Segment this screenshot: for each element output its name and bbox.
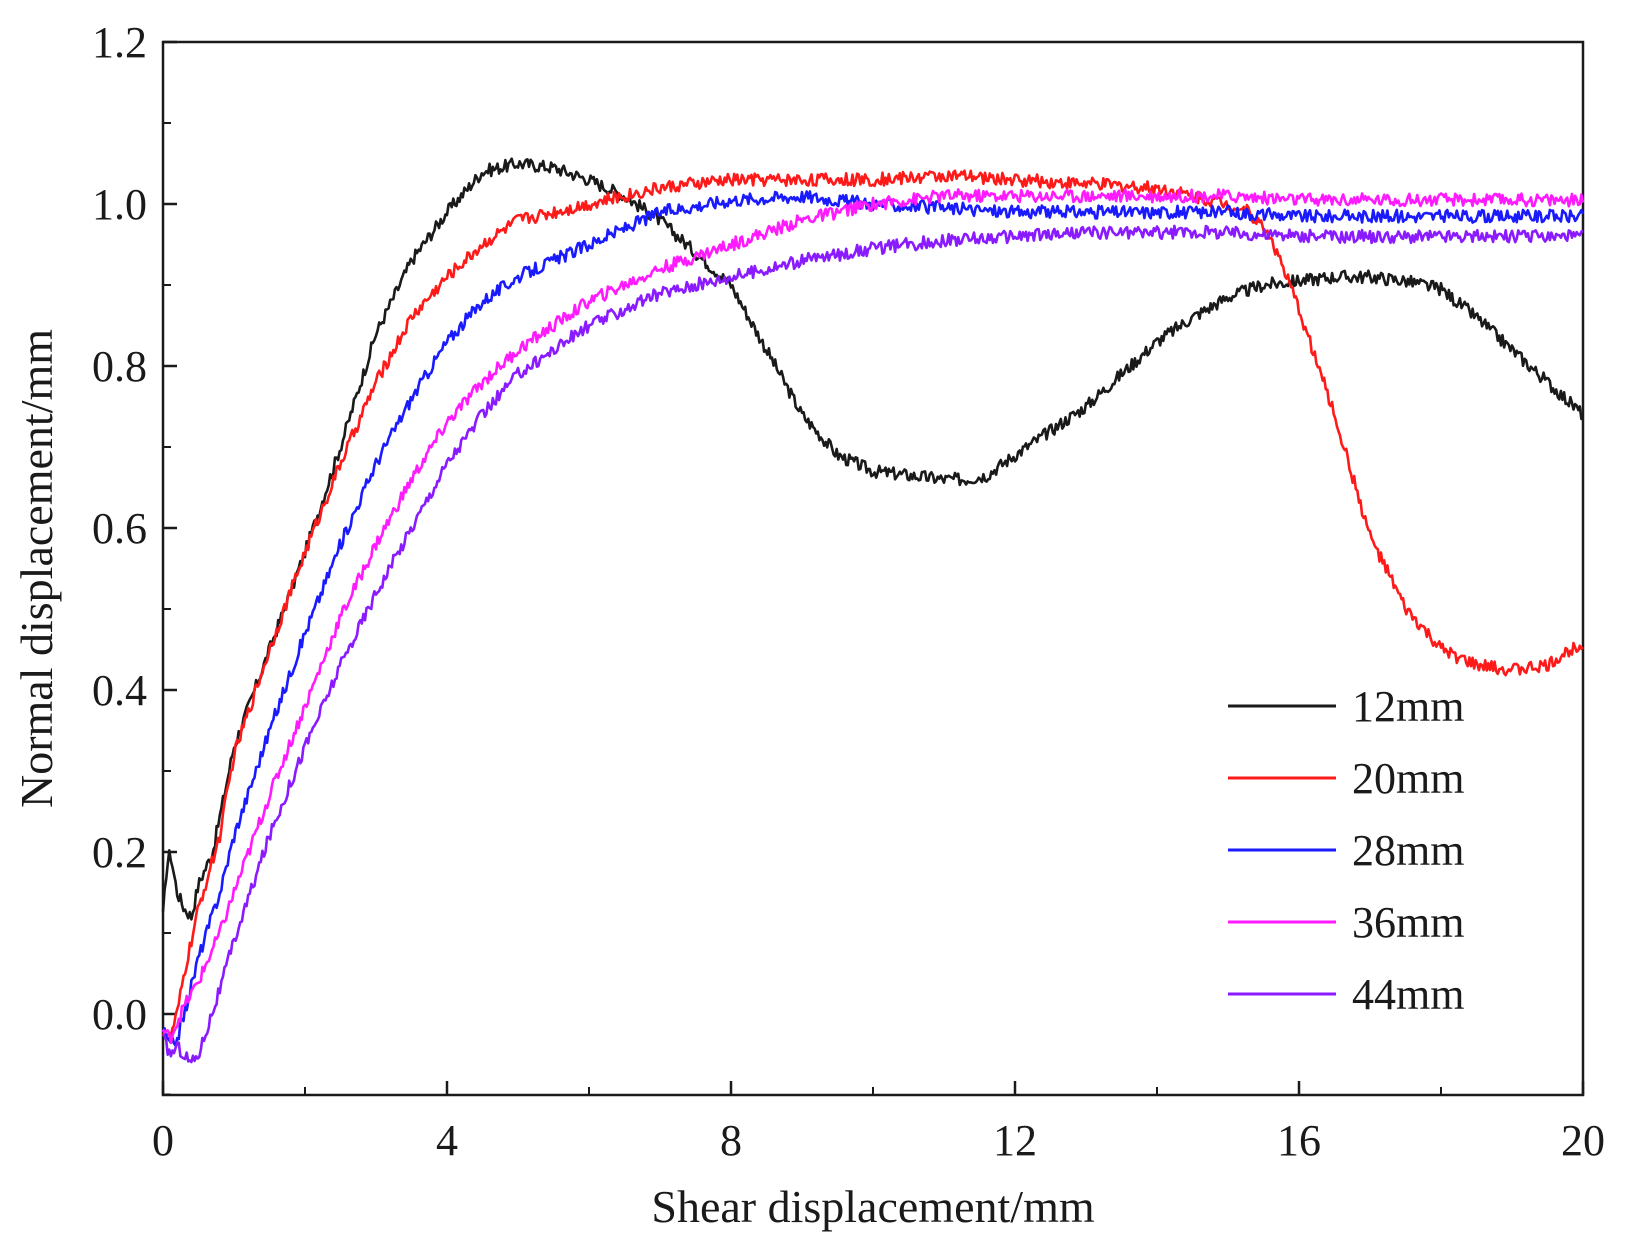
y-tick-label: 1.2 [92, 18, 147, 67]
series-line-12mm [161, 157, 1585, 921]
legend-label: 44mm [1352, 970, 1464, 1019]
x-tick-label: 8 [720, 1116, 742, 1165]
series-line-36mm [161, 188, 1585, 1045]
legend-label: 28mm [1352, 826, 1464, 875]
series-line-28mm [161, 190, 1585, 1047]
x-axis-title: Shear displacement/mm [651, 1181, 1094, 1232]
y-tick-label: 1.0 [92, 180, 147, 229]
legend-label: 36mm [1352, 898, 1464, 947]
y-tick-label: 0.8 [92, 342, 147, 391]
y-tick-label: 0.0 [92, 990, 147, 1039]
y-tick-label: 0.2 [92, 828, 147, 877]
legend-label: 12mm [1352, 682, 1464, 731]
x-tick-label: 0 [152, 1116, 174, 1165]
x-tick-label: 12 [993, 1116, 1037, 1165]
x-tick-label: 16 [1277, 1116, 1321, 1165]
y-axis: 0.0 0.2 0.4 0.6 0.8 1.0 1.2 [92, 18, 177, 1096]
x-tick-label: 20 [1561, 1116, 1605, 1165]
legend-label: 20mm [1352, 754, 1464, 803]
series-layer [161, 157, 1585, 1064]
series-line-44mm [162, 224, 1584, 1064]
series-line-20mm [161, 169, 1584, 1038]
y-axis-title: Normal displacement/mm [11, 329, 62, 808]
y-tick-label: 0.4 [92, 666, 147, 715]
x-tick-label: 4 [436, 1116, 458, 1165]
legend: 12mm 20mm 28mm 36mm 44mm [1228, 682, 1464, 1019]
x-axis: 0 4 8 12 16 20 [152, 1081, 1605, 1165]
y-tick-label: 0.6 [92, 504, 147, 553]
